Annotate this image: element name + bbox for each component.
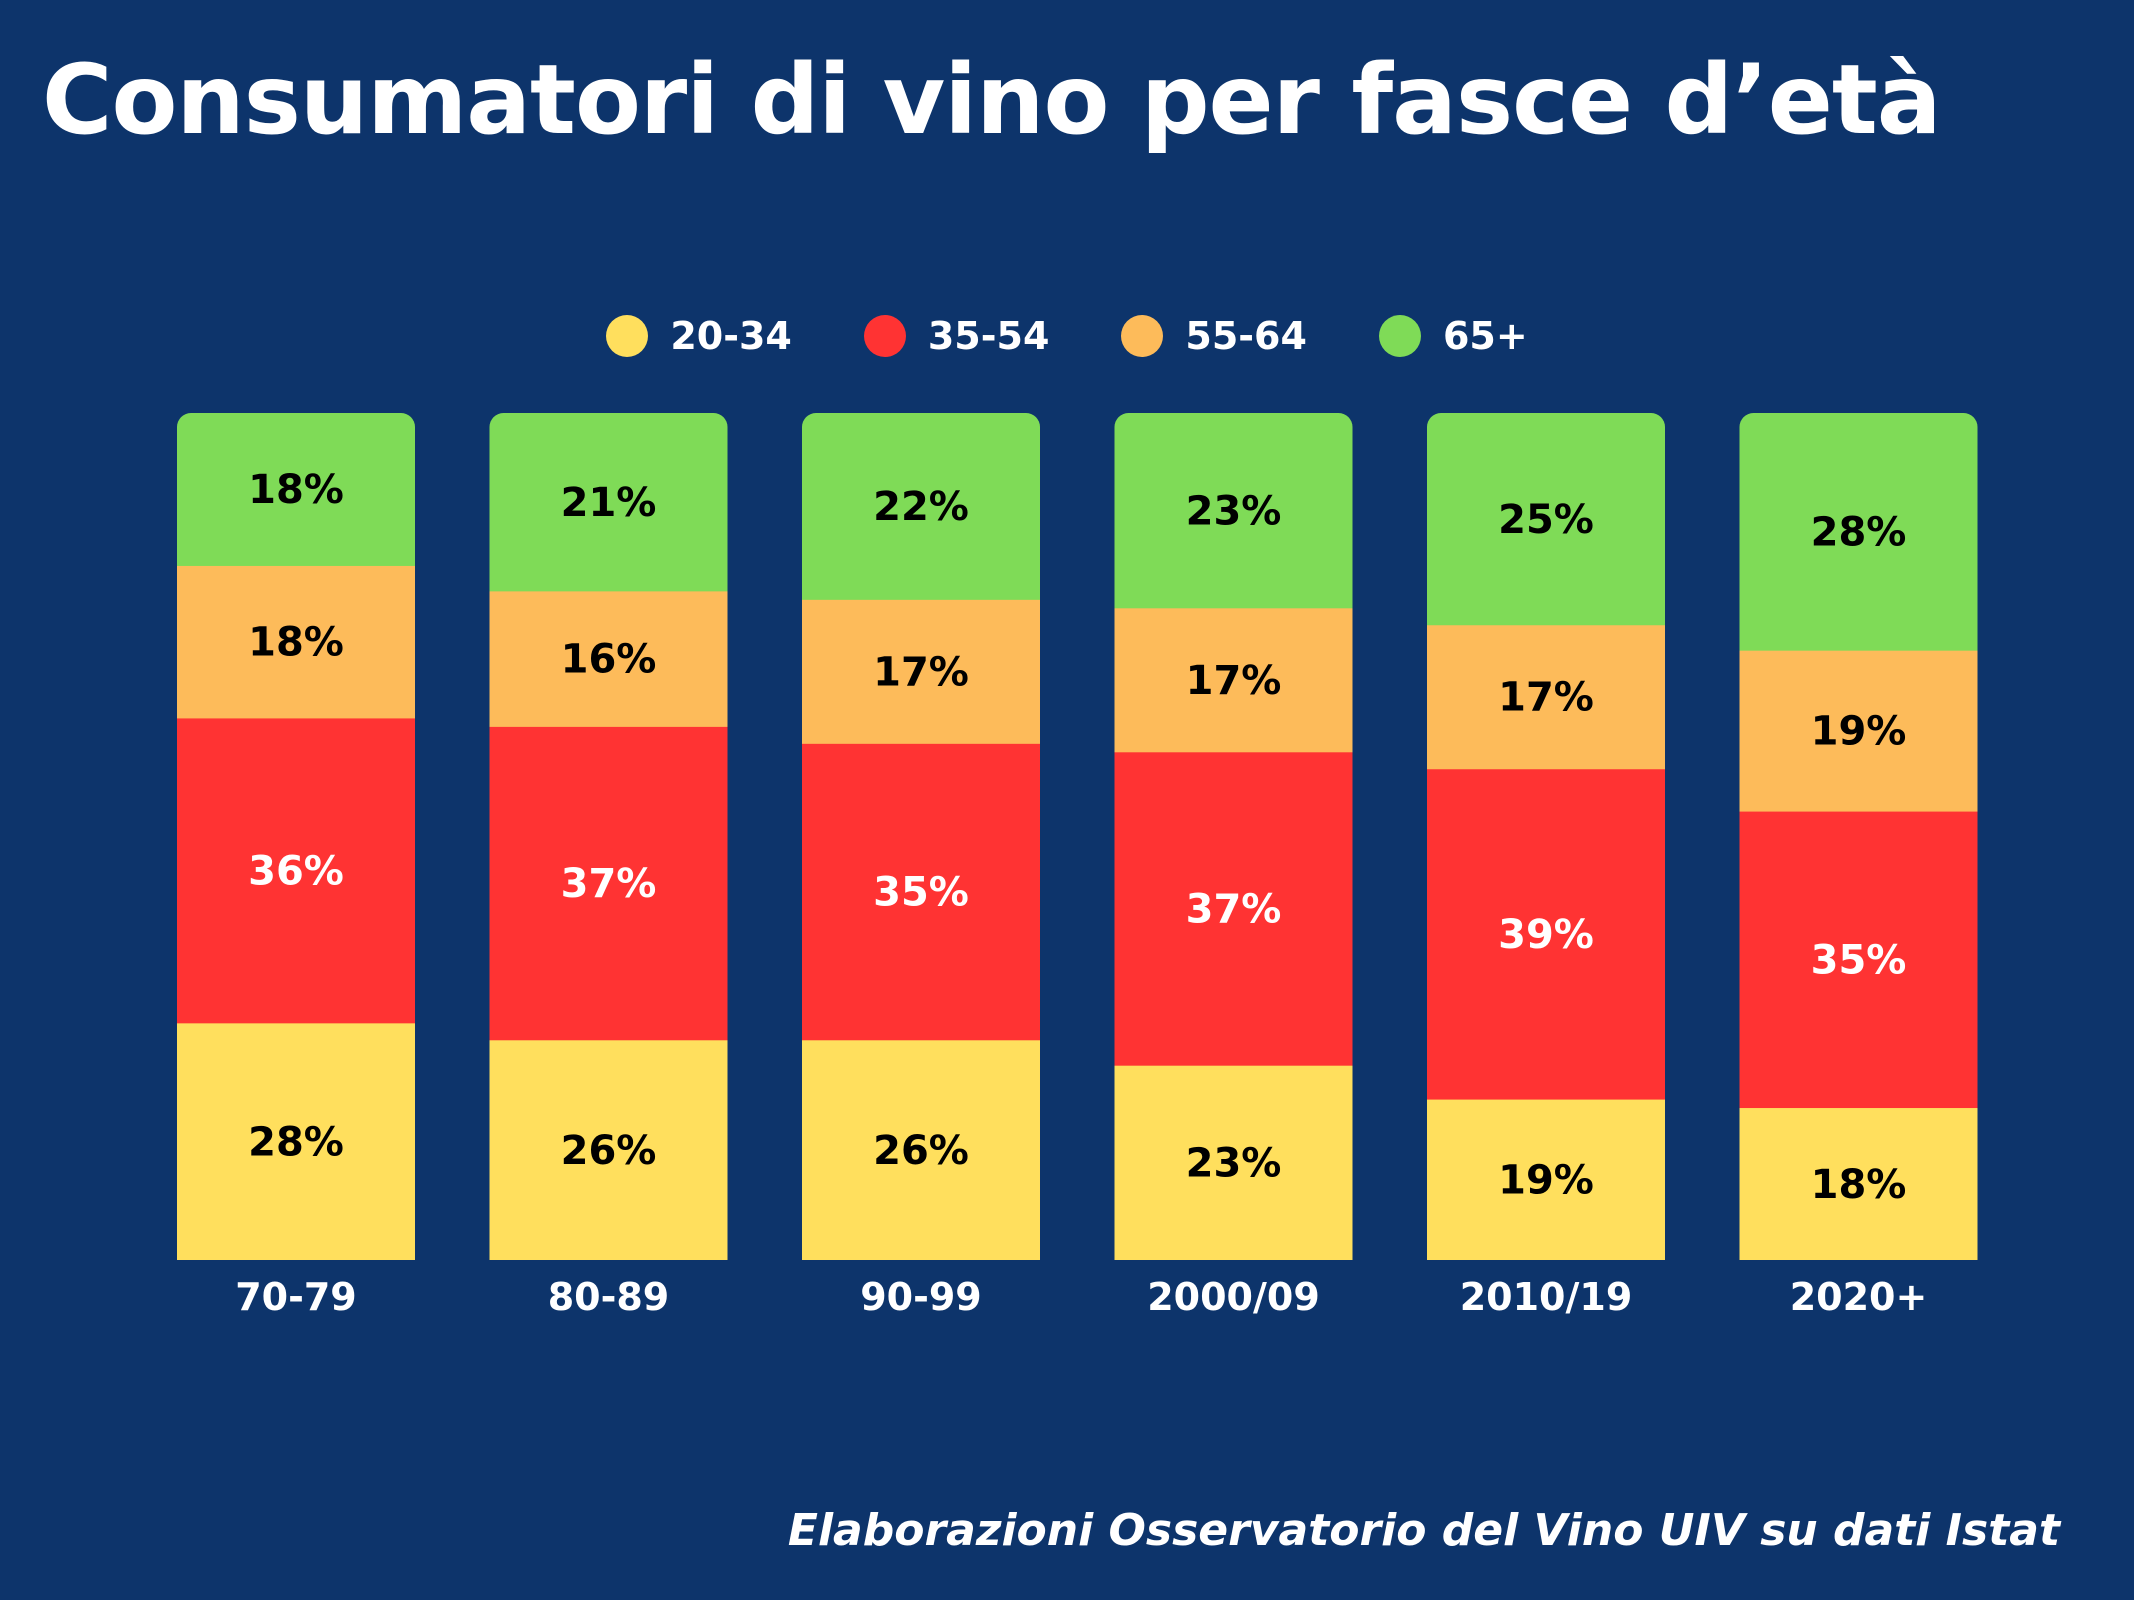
legend-label-55-64: 55-64: [1185, 314, 1307, 358]
data-label-20-34-2020-plus: 18%: [1811, 1162, 1907, 1208]
legend-item-20-34: 20-34: [606, 314, 792, 358]
bar-stack-2000-09: 23% 37% 17% 23% 2000/09: [1114, 413, 1353, 1319]
bar-segment-55-64-80-89: [489, 590, 728, 727]
x-tick-label-2000-09: 2000/09: [1147, 1275, 1320, 1319]
data-label-65-plus-70-79: 18%: [248, 467, 344, 513]
data-label-65-plus-2010-19: 25%: [1498, 497, 1594, 543]
legend-swatch-35-54: [863, 315, 906, 357]
bar-segment-55-64-2020-plus: [1739, 650, 1978, 812]
data-label-65-plus-90-99: 22%: [873, 484, 969, 530]
data-label-20-34-80-89: 26%: [561, 1128, 657, 1174]
legend-label-65-plus: 65+: [1442, 314, 1528, 358]
bar-segment-65-plus-2000-09: [1114, 413, 1353, 609]
bar-segment-65-plus-70-79: [177, 413, 415, 566]
data-label-55-64-80-89: 16%: [561, 637, 657, 683]
bar-segment-65-plus-2010-19: [1427, 413, 1665, 626]
legend-item-55-64: 55-64: [1121, 314, 1307, 358]
legend-label-20-34: 20-34: [670, 314, 792, 358]
bar-segment-55-64-90-99: [802, 599, 1040, 744]
bar-segment-35-54-80-89: [489, 726, 728, 1041]
data-label-55-64-90-99: 17%: [873, 649, 969, 695]
bar-segment-35-54-90-99: [802, 743, 1040, 1041]
data-label-55-64-2010-19: 17%: [1498, 675, 1594, 721]
chart-title: Consumatori di vino per fasce d’età: [42, 44, 1941, 156]
data-label-35-54-70-79: 36%: [248, 848, 344, 894]
bar-segment-35-54-2020-plus: [1739, 811, 1978, 1109]
data-label-65-plus-80-89: 21%: [561, 480, 657, 526]
x-tick-label-70-79: 70-79: [235, 1275, 357, 1319]
bar-segment-20-34-2000-09: [1114, 1065, 1353, 1260]
legend-swatch-65-plus: [1378, 315, 1421, 357]
data-label-55-64-2020-plus: 19%: [1811, 709, 1907, 755]
bar-segment-35-54-2000-09: [1114, 751, 1353, 1066]
data-label-35-54-2000-09: 37%: [1186, 886, 1282, 932]
bar-segment-65-plus-80-89: [489, 413, 728, 592]
bar-stack-2010-19: 19% 39% 17% 25% 2010/19: [1427, 413, 1665, 1319]
bar-stack-2020-plus: 18% 35% 19% 28% 2020+: [1739, 413, 1978, 1319]
x-tick-label-2020-plus: 2020+: [1790, 1275, 1928, 1319]
bar-segment-35-54-2010-19: [1427, 768, 1665, 1100]
data-label-20-34-2010-19: 19%: [1498, 1158, 1594, 1204]
data-label-65-plus-2020-plus: 28%: [1811, 510, 1907, 556]
bar-segment-20-34-2010-19: [1427, 1099, 1665, 1260]
x-tick-label-80-89: 80-89: [548, 1275, 670, 1319]
bar-segment-20-34-2020-plus: [1739, 1107, 1978, 1260]
legend: 20-34 35-54 55-64 65+: [0, 306, 2134, 366]
bar-stack-70-79: 28% 36% 18% 18% 70-79: [177, 413, 415, 1319]
bar-segment-65-plus-90-99: [802, 413, 1040, 600]
legend-swatch-55-64: [1121, 315, 1164, 357]
bar-stack-80-89: 26% 37% 16% 21% 80-89: [489, 413, 728, 1319]
data-label-35-54-80-89: 37%: [561, 861, 657, 907]
data-label-20-34-2000-09: 23%: [1186, 1141, 1282, 1187]
bar-segment-55-64-2010-19: [1427, 624, 1665, 770]
legend-swatch-20-34: [606, 315, 649, 357]
data-label-35-54-90-99: 35%: [873, 870, 969, 916]
legend-item-35-54: 35-54: [863, 314, 1050, 358]
legend-label-35-54: 35-54: [927, 314, 1050, 358]
data-label-65-plus-2000-09: 23%: [1186, 488, 1282, 534]
bar-segment-55-64-70-79: [177, 565, 415, 719]
data-label-55-64-2000-09: 17%: [1186, 658, 1282, 704]
data-label-35-54-2020-plus: 35%: [1811, 937, 1907, 983]
bar-segment-20-34-90-99: [802, 1039, 1040, 1260]
bar-segment-55-64-2000-09: [1114, 607, 1353, 753]
bar-segment-65-plus-2020-plus: [1739, 413, 1978, 651]
bar-segment-20-34-80-89: [489, 1039, 728, 1260]
data-label-55-64-70-79: 18%: [248, 620, 344, 666]
bar-stack-90-99: 26% 35% 17% 22% 90-99: [802, 413, 1040, 1319]
data-label-20-34-90-99: 26%: [873, 1128, 969, 1174]
x-tick-label-90-99: 90-99: [860, 1275, 982, 1319]
bar-segment-20-34-70-79: [177, 1022, 415, 1260]
x-tick-label-2010-19: 2010/19: [1460, 1275, 1633, 1319]
bar-segment-35-54-70-79: [177, 717, 415, 1024]
legend-item-65-plus: 65+: [1378, 314, 1528, 358]
source-note: Elaborazioni Osservatorio del Vino UIV s…: [787, 1505, 2060, 1556]
data-label-35-54-2010-19: 39%: [1498, 912, 1594, 958]
data-label-20-34-70-79: 28%: [248, 1119, 344, 1165]
